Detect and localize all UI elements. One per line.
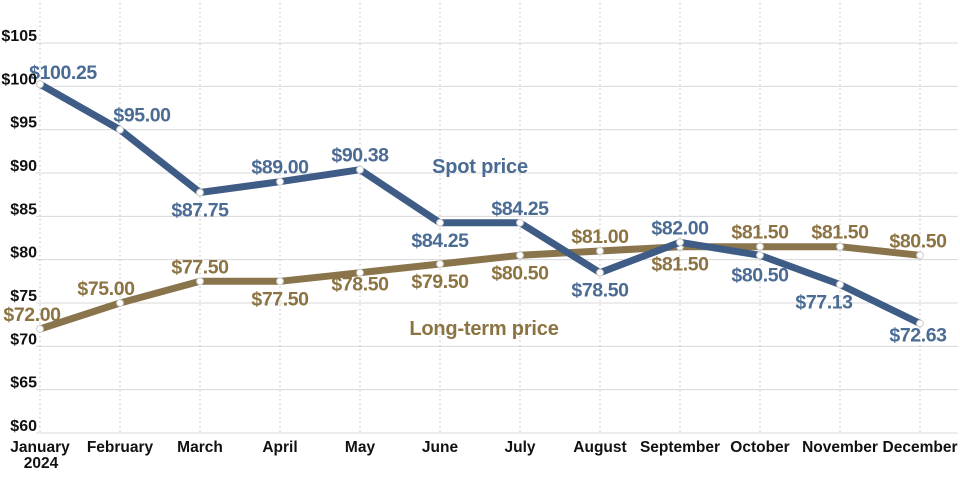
spot-price-marker: [596, 268, 604, 277]
spot-price-marker: [836, 280, 844, 289]
long-term-price-point-label: $81.50: [651, 254, 709, 276]
x-axis-tick-label: August: [573, 439, 626, 456]
long-term-price-marker: [916, 251, 924, 260]
long-term-price-point-label: $72.00: [3, 304, 61, 326]
x-axis-tick-label: July: [504, 439, 535, 456]
long-term-price-line: [36, 243, 924, 333]
x-axis-tick-label: November: [802, 439, 878, 456]
spot-price-marker: [516, 218, 524, 227]
long-term-price-point-label: $78.50: [331, 274, 389, 296]
y-axis-tick-label: $60: [10, 418, 37, 435]
spot-price-point-label: $72.63: [889, 325, 947, 347]
long-term-price-point-label: $77.50: [251, 288, 309, 310]
x-axis-tick-sublabel: 2024: [24, 455, 59, 472]
y-axis-tick-label: $105: [1, 28, 37, 45]
x-axis-tick-label: October: [730, 439, 789, 456]
x-axis-tick-label: March: [177, 439, 223, 456]
long-term-price-point-label: $80.50: [491, 262, 549, 284]
spot-price-marker: [196, 188, 204, 197]
x-axis-tick-label: September: [640, 439, 720, 456]
long-term-price-point-label: $79.50: [411, 271, 469, 293]
long-term-price-marker: [836, 242, 844, 251]
x-axis-tick-label: April: [262, 439, 297, 456]
y-axis-tick-label: $100: [1, 71, 37, 88]
y-axis-tick-label: $65: [10, 375, 37, 392]
long-term-price-point-label: $81.50: [811, 222, 869, 244]
spot-price-point-label: $90.38: [331, 145, 389, 167]
spot-price-point-label: $80.50: [731, 264, 789, 286]
y-axis-tick-label: $95: [10, 115, 37, 132]
spot-price-point-label: $84.25: [491, 198, 549, 220]
spot-price-marker: [756, 251, 764, 260]
y-axis-tick-label: $90: [10, 158, 37, 175]
spot-price-point-label: $95.00: [113, 105, 171, 127]
long-term-price-point-label: $77.50: [171, 256, 229, 278]
spot-price-marker: [436, 218, 444, 227]
long-term-price-marker: [436, 260, 444, 268]
long-term-price-marker: [356, 268, 364, 277]
spot-price-point-label: $77.13: [795, 292, 853, 314]
long-term-price-marker: [596, 247, 604, 255]
y-axis-tick-label: $70: [10, 331, 37, 348]
y-axis-tick-label: $85: [10, 201, 37, 218]
y-axis-tick-label: $80: [10, 245, 37, 262]
x-axis-tick-label: December: [883, 439, 958, 456]
x-axis-tick-label: June: [422, 439, 459, 456]
spot-price-marker: [916, 319, 924, 328]
long-term-price-marker: [756, 242, 764, 251]
long-term-price-annotation: Long-term price: [409, 318, 558, 340]
spot-price-marker: [276, 177, 284, 186]
spot-price-point-label: $89.00: [251, 157, 309, 179]
spot-price-marker: [356, 165, 364, 174]
spot-price-point-label: $84.25: [411, 230, 469, 252]
spot-price-point-label: $82.00: [651, 217, 709, 239]
spot-price-point-label: $100.25: [29, 62, 97, 84]
y-axis-tick-label: $75: [10, 288, 37, 305]
spot-price-annotation: Spot price: [432, 156, 528, 178]
long-term-price-point-label: $81.50: [731, 222, 789, 244]
long-term-price-point-label: $80.50: [889, 230, 947, 252]
spot-price-marker: [676, 238, 684, 247]
x-axis-tick-label: January: [10, 439, 70, 456]
long-term-price-marker: [36, 325, 44, 333]
long-term-price-marker: [196, 277, 204, 286]
spot-price-point-label: $87.75: [171, 200, 229, 222]
long-term-price-point-label: $75.00: [77, 278, 135, 300]
long-term-price-marker: [516, 251, 524, 260]
long-term-price-marker: [116, 299, 124, 307]
x-axis-tick-label: May: [345, 439, 376, 456]
x-axis-tick-label: February: [87, 439, 154, 456]
long-term-price-marker: [276, 277, 284, 286]
long-term-price-point-label: $81.00: [571, 226, 629, 248]
spot-price-marker: [36, 80, 44, 89]
spot-price-line: [36, 80, 924, 327]
spot-price-point-label: $78.50: [571, 280, 629, 302]
spot-price-marker: [116, 125, 124, 134]
